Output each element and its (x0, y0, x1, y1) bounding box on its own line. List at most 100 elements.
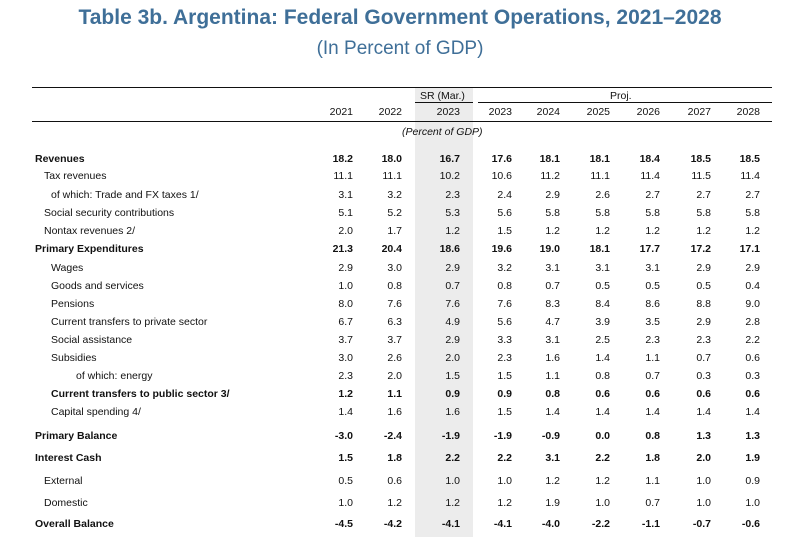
row-value: 4.9 (445, 316, 460, 328)
row-value: 17.2 (690, 243, 711, 255)
row-label: Social security contributions (44, 207, 175, 219)
row-value: 1.4 (545, 406, 560, 418)
units-label: (Percent of GDP) (402, 126, 483, 138)
row-value: 1.4 (745, 406, 760, 418)
row-value: 7.6 (445, 298, 460, 310)
row-value: 9.0 (745, 298, 760, 310)
row-value: 0.6 (645, 388, 660, 400)
row-value: 2.2 (445, 452, 460, 464)
row-value: 0.6 (595, 388, 610, 400)
row-value: 0.5 (338, 475, 353, 487)
row-value: 1.2 (545, 475, 560, 487)
row-value: 5.8 (545, 207, 560, 219)
row-value: 0.4 (745, 280, 760, 292)
row-value: 11.4 (640, 170, 660, 182)
row-value: 19.0 (539, 243, 560, 255)
row-value: 8.6 (645, 298, 660, 310)
row-value: 1.2 (445, 497, 460, 509)
row-value: 1.4 (595, 406, 610, 418)
row-value: -4.0 (541, 518, 560, 530)
row-value: 5.8 (595, 207, 610, 219)
row-value: 0.6 (745, 352, 760, 364)
row-value: 21.3 (332, 243, 353, 255)
row-value: 0.9 (745, 475, 760, 487)
row-value: 3.1 (645, 262, 660, 274)
year-header-1: 2022 (378, 106, 402, 118)
row-value: 3.1 (545, 334, 560, 346)
row-value: 6.7 (338, 316, 353, 328)
row-value: -1.9 (441, 430, 460, 442)
row-value: 2.9 (445, 334, 460, 346)
row-value: 2.3 (445, 189, 460, 201)
row-value: 0.7 (696, 352, 711, 364)
row-value: 1.3 (745, 430, 760, 442)
row-value: 2.9 (338, 262, 353, 274)
row-label: Pensions (51, 298, 95, 310)
row-value: -4.1 (493, 518, 512, 530)
row-value: 0.6 (387, 475, 402, 487)
row-label: Current transfers to public sector 3/ (51, 388, 230, 400)
proj-underline (478, 102, 772, 103)
top-rule (32, 87, 772, 88)
row-value: 1.2 (696, 225, 711, 237)
year-header-0: 2021 (329, 106, 353, 118)
row-value: 18.6 (439, 243, 460, 255)
year-header-6: 2026 (636, 106, 660, 118)
row-value: 1.0 (497, 475, 512, 487)
row-value: 2.5 (595, 334, 610, 346)
row-value: 2.3 (497, 352, 512, 364)
row-value: -3.0 (334, 430, 353, 442)
row-value: 5.2 (387, 207, 402, 219)
year-header-8: 2028 (736, 106, 760, 118)
sr-underline (415, 102, 473, 103)
table-row: Nontax revenues 2/2.0 1.7 1.2 1.5 1.2 1.2 1.2 1… (0, 225, 800, 242)
row-value: 1.0 (745, 497, 760, 509)
row-value: 1.5 (497, 370, 512, 382)
row-value: 2.7 (645, 189, 660, 201)
row-value: 17.7 (639, 243, 660, 255)
row-value: 3.1 (595, 262, 610, 274)
row-value: 18.1 (589, 243, 610, 255)
row-value: 5.6 (497, 207, 512, 219)
row-label: Subsidies (51, 352, 97, 364)
row-value: 18.1 (539, 153, 560, 165)
row-value: 1.4 (645, 406, 660, 418)
year-header-7: 2027 (687, 106, 711, 118)
row-value: 8.3 (545, 298, 560, 310)
row-value: 1.4 (595, 352, 610, 364)
row-value: 10.6 (491, 170, 512, 182)
row-value: 1.0 (696, 475, 711, 487)
row-value: 2.3 (645, 334, 660, 346)
row-value: 1.1 (645, 475, 660, 487)
row-value: 4.7 (545, 316, 560, 328)
row-value: 1.6 (445, 406, 460, 418)
row-label: Overall Balance (35, 518, 114, 530)
row-value: 1.2 (745, 225, 760, 237)
row-value: 2.7 (745, 189, 760, 201)
row-value: 2.0 (387, 370, 402, 382)
row-value: 3.1 (545, 452, 560, 464)
row-value: 1.3 (696, 430, 711, 442)
header-rule (32, 121, 772, 122)
row-value: -0.9 (541, 430, 560, 442)
table-row: Current transfers to public sector 3/1.2… (0, 388, 800, 405)
row-value: 5.3 (445, 207, 460, 219)
row-value: 0.8 (545, 388, 560, 400)
row-value: 2.9 (696, 262, 711, 274)
row-value: 3.0 (338, 352, 353, 364)
row-value: 19.6 (491, 243, 512, 255)
table-row: Revenues 18.2 18.0 16.7 17.6 18.1 18.1 18.4 18.5… (0, 153, 800, 170)
row-value: 1.0 (338, 280, 353, 292)
row-value: 0.7 (645, 497, 660, 509)
row-value: 1.1 (645, 352, 660, 364)
row-value: 0.6 (696, 388, 711, 400)
row-value: 1.8 (387, 452, 402, 464)
row-value: 11.5 (691, 170, 711, 182)
row-value: 3.7 (387, 334, 402, 346)
row-value: 18.5 (739, 153, 760, 165)
row-value: 3.7 (338, 334, 353, 346)
sr-header: SR (Mar.) (420, 90, 465, 102)
row-value: 0.8 (387, 280, 402, 292)
row-value: 1.9 (745, 452, 760, 464)
row-value: 1.4 (696, 406, 711, 418)
